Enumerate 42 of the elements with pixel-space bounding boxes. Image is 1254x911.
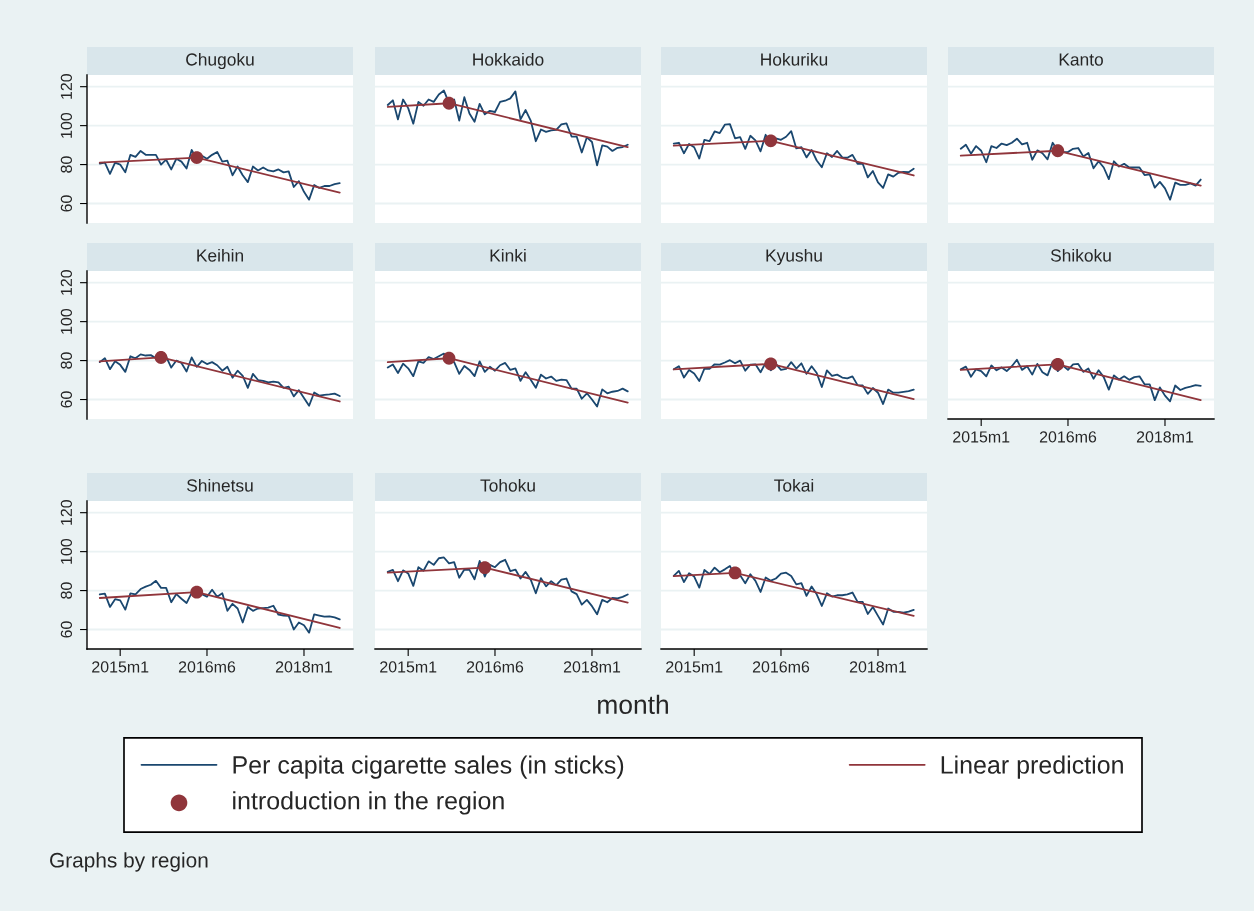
chart-title: Chugoku [186,52,254,70]
y-tick-label: 120 [60,499,73,525]
x-tick-label: 2016m6 [1039,431,1097,443]
y-tick-label: 100 [60,308,73,334]
x-tick-label: 2015m1 [92,661,149,673]
y-tick-label: 80 [60,352,73,369]
chart-title: Hokkaido [473,52,544,66]
chart-title: Tohoku [480,478,535,492]
line-series [98,579,341,634]
chart-title: Kanto [1059,53,1103,66]
y-tick-label: 120 [60,73,73,99]
chart-title: Tokai [774,478,814,492]
x-tick-label: 2015m1 [953,431,1010,443]
y-tick-label: 60 [60,621,73,638]
x-tick-label: 2018m1 [1136,431,1194,443]
x-tick-label: 2016m6 [178,661,236,673]
chart-title: Shikoku [1050,248,1111,262]
legend-label: introduction in the region [233,791,504,815]
chart-title: Keihin [197,248,243,262]
chart-title: Kyushu [766,248,822,266]
y-tick-label: 80 [60,156,73,173]
y-tick-label: 60 [60,391,73,408]
x-tick-label: 2018m1 [563,661,621,673]
x-tick-label: 2016m6 [752,661,810,673]
y-tick-label: 100 [60,112,73,138]
line-series [98,149,341,201]
chart-title: Shinetsu [187,478,253,492]
y-tick-label: 80 [60,582,73,599]
y-tick-label: 100 [60,538,73,564]
x-tick-label: 2018m1 [275,661,333,673]
y-tick-label: 60 [60,195,73,212]
y-tick-label: 120 [60,269,73,295]
text: Graphs by region [50,852,208,872]
chart-title: Hokuriku [761,52,828,66]
chart-title: Kinki [490,248,526,262]
legend-label: Per capita cigarette sales (in sticks) [233,755,624,779]
x-tick-label: 2016m6 [466,661,524,673]
x-axis-title: month [598,694,668,715]
x-tick-label: 2015m1 [666,661,723,673]
x-tick-label: 2015m1 [380,661,437,673]
legend-label: Linear prediction [941,755,1123,779]
x-tick-label: 2018m1 [849,661,907,673]
